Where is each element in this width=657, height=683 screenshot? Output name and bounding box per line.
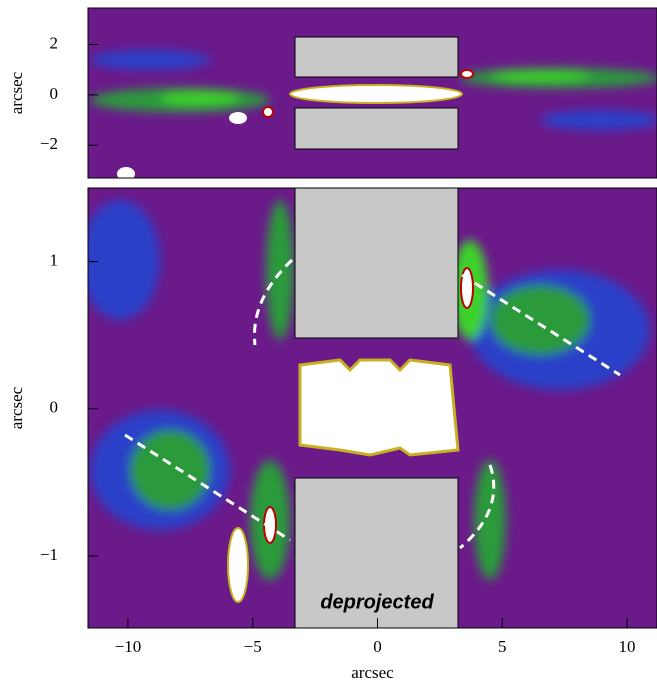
x-tick-label: 0 — [373, 637, 382, 656]
y-tick-label: 1 — [50, 250, 59, 269]
y-tick-label: 0 — [50, 398, 59, 417]
annotation: deprojected — [320, 591, 434, 613]
y-tick-label: −1 — [40, 545, 58, 564]
image-top — [88, 8, 657, 178]
x-tick-label: 10 — [619, 637, 636, 656]
frame — [87, 187, 657, 629]
y-tick-label: −2 — [40, 134, 58, 153]
y-tick-label: 2 — [50, 33, 59, 52]
emission — [90, 50, 657, 130]
y-tick-label: 0 — [50, 84, 59, 103]
x-tick-label: 5 — [498, 637, 507, 656]
image-bottom — [88, 188, 657, 628]
x-tick-label: −10 — [115, 637, 142, 656]
frame — [87, 7, 657, 179]
x-tick-label: −5 — [244, 637, 262, 656]
dashed-curves — [124, 258, 621, 550]
y-axis-label: arcsec — [7, 386, 26, 429]
y-axis-label: arcsec — [7, 71, 26, 114]
x-axis-label: arcsec — [351, 663, 394, 682]
